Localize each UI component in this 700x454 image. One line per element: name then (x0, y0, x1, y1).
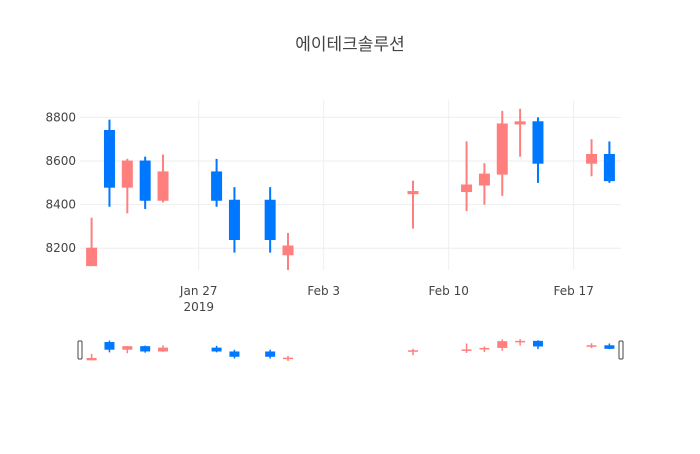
slider-candle-body (86, 357, 97, 361)
slider-candle-body (407, 350, 418, 352)
x-axis-tick-labels: Jan 27 2019 Feb 3 Feb 10 Feb 17 (179, 284, 594, 314)
candle-body (228, 199, 240, 240)
candle-increasing (86, 217, 98, 267)
slider-candle-body (604, 345, 615, 349)
slider-candle (479, 346, 490, 353)
slider-candle-body (104, 342, 115, 350)
y-tick-label: 8400 (45, 198, 76, 212)
candle-body (139, 160, 151, 201)
candle-body (603, 153, 615, 182)
slider-candle-body (515, 340, 526, 343)
x-tick-label: Feb 10 (429, 284, 469, 298)
y-tick-label: 8600 (45, 154, 76, 168)
slider-candle-body (158, 347, 169, 352)
candle-body (407, 191, 419, 195)
slider-candle (497, 339, 508, 351)
candle-body (157, 171, 169, 201)
slider-right-handle[interactable] (618, 340, 624, 360)
slider-candle-body (122, 346, 133, 350)
y-axis-tick-labels: 8200 8400 8600 8800 (45, 110, 76, 255)
candle-decreasing (139, 156, 151, 209)
candle-increasing (478, 163, 490, 205)
candle-body (478, 173, 490, 186)
candle-body (532, 121, 544, 164)
slider-left-handle[interactable] (77, 340, 83, 360)
slider-candle-body (461, 349, 472, 351)
y-tick-label: 8200 (45, 241, 76, 255)
candle-increasing (157, 154, 169, 203)
slider-candle-body (229, 351, 240, 357)
slider-candle (461, 343, 472, 353)
candle-increasing (461, 141, 473, 212)
slider-candle-body (140, 346, 151, 352)
slider-candle (265, 349, 276, 359)
slider-candle-body (497, 341, 508, 348)
candle-increasing (407, 180, 419, 229)
candle-body (586, 153, 598, 164)
grid-lines (80, 100, 621, 270)
slider-candle-body (479, 347, 490, 350)
x-tick-label: Feb 17 (554, 284, 594, 298)
slider-candle-body (265, 351, 276, 357)
slider-candle (604, 343, 615, 350)
candle-increasing (586, 139, 598, 177)
candle-body (461, 184, 473, 193)
x-tick-year-label: 2019 (183, 300, 214, 314)
slider-candle (140, 345, 151, 353)
slider-candle (158, 345, 169, 352)
candle-body (514, 121, 526, 125)
slider-candle-body (283, 357, 294, 360)
candle-increasing (282, 232, 294, 270)
candles (86, 108, 615, 270)
slider-candle (283, 355, 294, 361)
candle-body (103, 130, 115, 188)
slider-candle (515, 339, 526, 346)
slider-candle-body (586, 345, 597, 347)
candle-increasing (496, 110, 508, 196)
candle-body (211, 171, 223, 201)
candle-decreasing (532, 117, 544, 183)
slider-candle (586, 343, 597, 349)
candle-increasing (121, 158, 133, 214)
slider-candle (122, 345, 133, 354)
candle-body (496, 123, 508, 175)
candle-decreasing (603, 141, 615, 183)
candle-decreasing (103, 119, 115, 207)
range-slider[interactable] (77, 339, 624, 361)
slider-candle (86, 353, 97, 361)
candle-increasing (514, 108, 526, 157)
candle-decreasing (264, 187, 276, 253)
candle-body (282, 245, 294, 256)
candle-body (86, 247, 98, 267)
chart-title: 에이테크솔루션 (295, 35, 404, 55)
y-tick-label: 8800 (45, 110, 76, 124)
candle-body (264, 199, 276, 240)
slider-candle-body (532, 340, 543, 347)
slider-candle (104, 340, 115, 353)
candle-decreasing (228, 187, 240, 253)
candle-decreasing (211, 158, 223, 207)
slider-candle (211, 345, 222, 353)
slider-candle (532, 340, 543, 350)
slider-candle-body (211, 347, 222, 352)
x-tick-label: Feb 3 (307, 284, 340, 298)
slider-candle (229, 349, 240, 359)
candle-body (121, 160, 133, 188)
x-tick-label: Jan 27 (179, 284, 218, 298)
slider-candle (407, 348, 418, 356)
